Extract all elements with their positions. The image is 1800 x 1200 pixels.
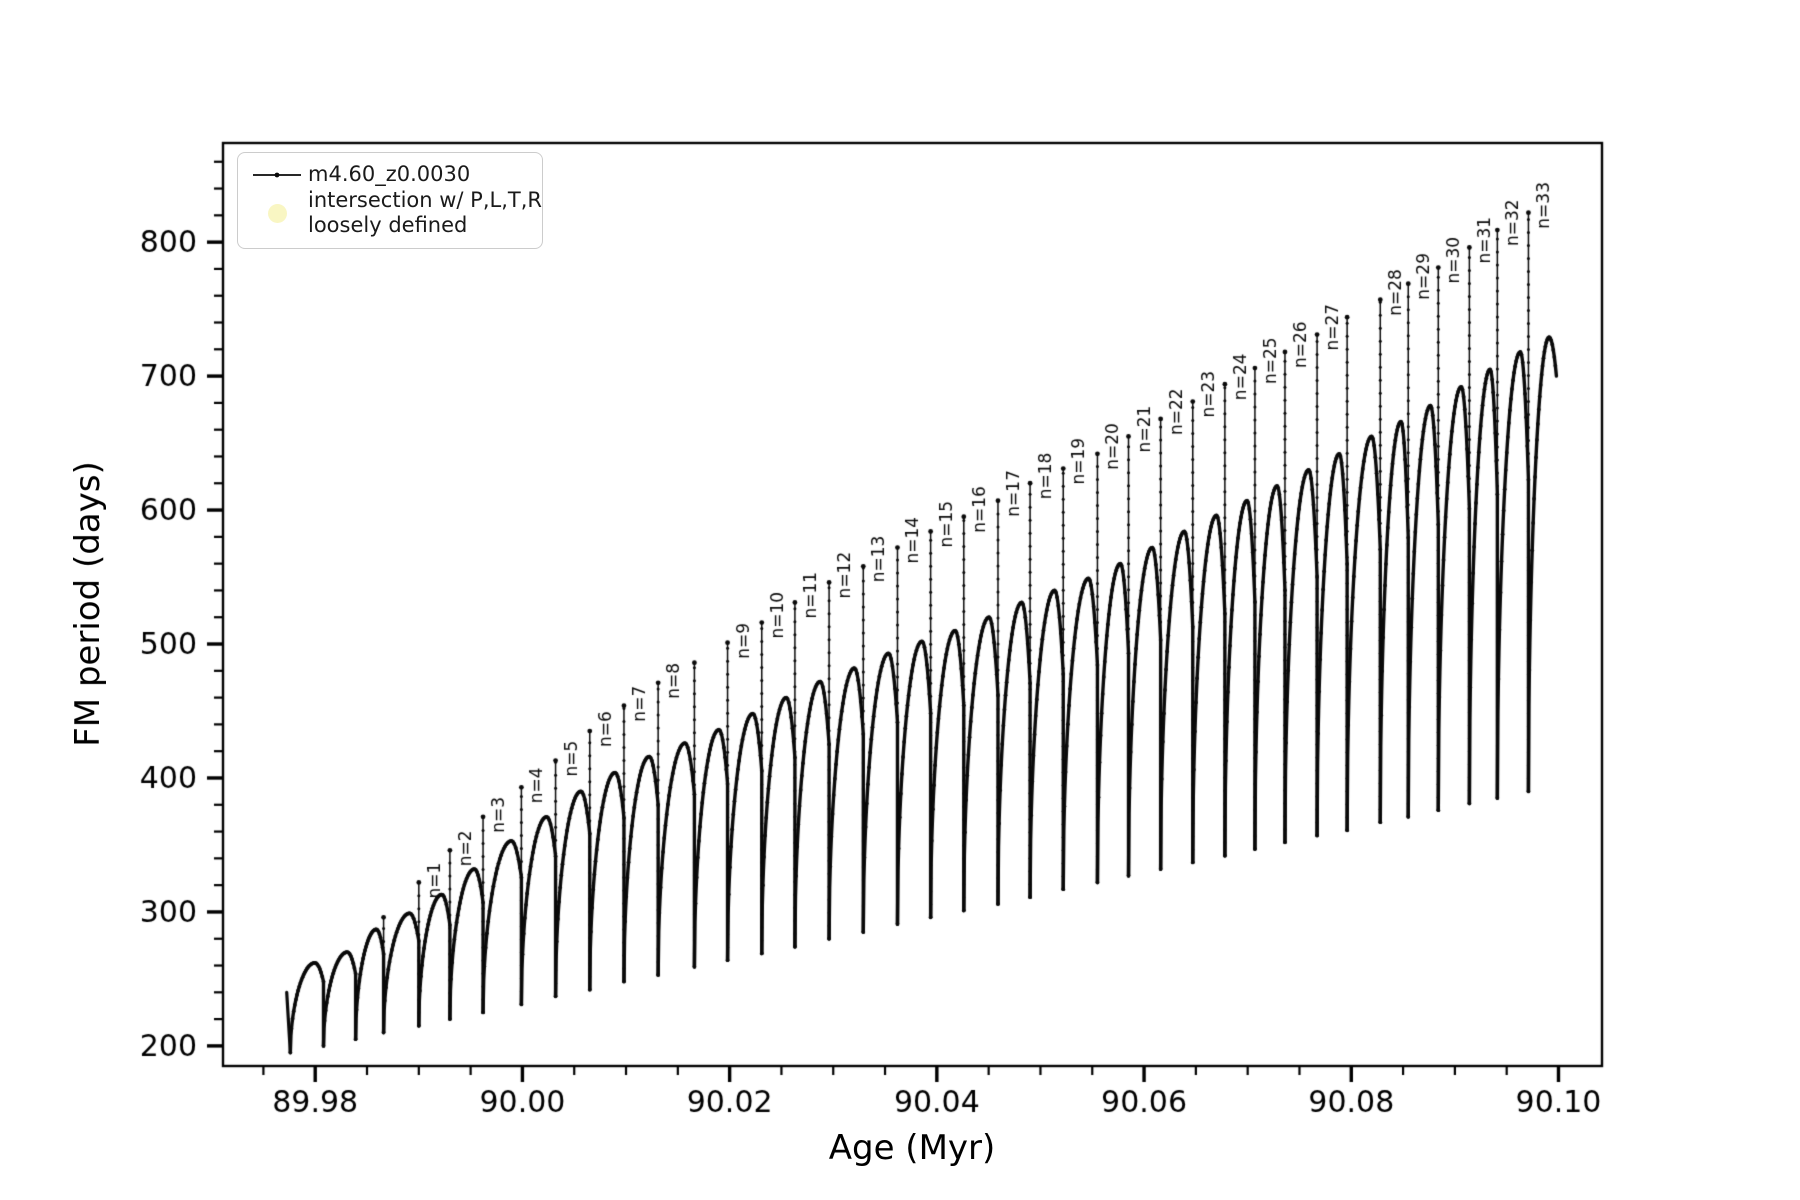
legend-entry-series: m4.60_z0.0030	[246, 162, 530, 188]
line-marker-icon	[246, 168, 308, 182]
legend-series-label: m4.60_z0.0030	[308, 162, 471, 186]
x-axis-label: Age (Myr)	[828, 1128, 996, 1168]
circle-marker-icon	[246, 203, 308, 223]
y-axis-label: FM period (days)	[68, 461, 108, 747]
legend-entry-intersection: intersection w/ P,L,T,R loosely defined	[246, 188, 542, 239]
legend: m4.60_z0.0030 intersection w/ P,L,T,R lo…	[237, 152, 543, 249]
legend-intersection-label: intersection w/ P,L,T,R loosely defined	[308, 187, 542, 238]
